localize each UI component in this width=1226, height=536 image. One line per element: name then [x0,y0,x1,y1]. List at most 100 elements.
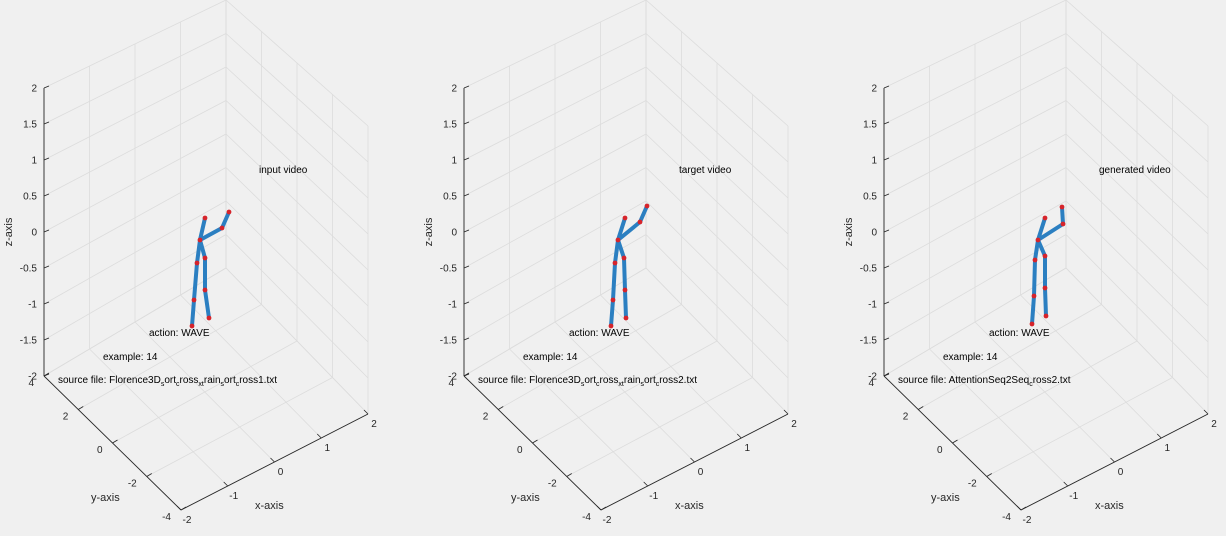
skeleton-joint [226,209,232,215]
y-tick-mark [78,406,84,410]
skeleton-joint [622,215,628,221]
y-tick-label: 0 [517,445,523,456]
skeleton-joint [610,297,616,303]
skeleton-joint [219,225,225,231]
skeleton-bone [220,210,231,230]
x-tick-label: 0 [698,467,704,478]
z-tick-label: 2 [31,84,37,95]
y-tick-mark [918,406,924,410]
y-tick-mark [566,473,572,477]
skeleton-bone [1036,216,1047,242]
x-tick-label: 2 [791,419,797,430]
skeleton-joint [202,287,208,293]
x-axis-label: x-axis [1095,500,1124,512]
skeleton-joint [1035,237,1041,243]
z-tick-mark [463,301,470,305]
floor-gridline [986,377,1173,477]
z-tick-label: -1.5 [440,336,458,347]
z-tick-label: -0.5 [440,264,458,275]
y-tick-mark [180,506,187,511]
skeleton-bone [622,256,627,292]
y-tick-mark [532,439,538,444]
z-tick-label: 1.5 [443,120,457,131]
x-tick-label: 1 [1164,443,1170,454]
x-tick-mark [176,505,182,511]
x-tick-label: -2 [183,515,192,526]
skeleton-bone [198,226,224,242]
y-tick-mark [986,473,992,477]
z-tick-label: -1 [28,300,37,311]
y-tick-label: -4 [162,512,171,523]
skeleton [608,203,650,329]
floor-gridline [78,304,262,410]
y-axis-label: y-axis [931,492,960,504]
y-tick-label: 0 [97,445,103,456]
skeleton-joint [1032,257,1038,263]
z-tick-label: 2 [451,84,457,95]
z-tick-label: -0.5 [860,264,878,275]
video-label: input video [259,165,308,176]
x-tick-label: 0 [1118,467,1124,478]
z-tick-mark [883,337,890,341]
z-tick-mark [883,157,890,161]
z-tick-mark [883,301,890,305]
example-label: example: 14 [103,352,158,363]
source-file-label: source file: AttentionSeq2Seqcross2.txt [898,375,1071,388]
x-tick-mark [363,409,369,415]
x-tick-mark [1063,481,1069,487]
skeleton-joint [637,219,643,225]
skeleton [189,209,232,329]
skeleton-bone [203,288,211,320]
x-tick-label: -1 [1069,491,1078,502]
z-tick-label: -1 [868,300,877,311]
skeleton-bone [1060,205,1065,226]
z-tick-mark [43,265,50,269]
x-tick-label: -2 [1023,515,1032,526]
x-tick-label: 1 [744,443,750,454]
skeleton-bone [198,238,207,260]
example-label: example: 14 [943,352,998,363]
z-tick-mark [43,85,50,89]
skeleton-joint [608,323,614,329]
z-axis-label: z-axis [3,217,15,246]
z-tick-mark [43,301,50,305]
z-tick-mark [463,193,470,197]
y-tick-label: -4 [1002,512,1011,523]
skeleton-joint [1029,321,1035,327]
x-tick-label: 1 [324,443,330,454]
z-axis-label: z-axis [843,217,855,246]
z-tick-label: -2 [868,372,877,383]
y-tick-mark [43,372,50,377]
z-tick-label: 1.5 [23,120,37,131]
x-tick-mark [270,457,275,463]
z-tick-label: 1 [451,156,457,167]
y-tick-mark [952,439,958,444]
y-tick-mark [463,372,470,377]
floor-gridline [952,340,1138,444]
y-tick-label: 4 [868,378,874,389]
x-tick-label: 0 [278,467,284,478]
y-tick-label: 2 [903,412,909,423]
skeleton-joint [622,287,628,293]
skeleton-joint [202,255,208,261]
z-tick-mark [883,121,890,125]
z-tick-label: -2 [28,372,37,383]
y-tick-label: -2 [968,479,977,490]
z-tick-mark [463,121,470,125]
x-tick-mark [736,433,742,439]
x-tick-mark [316,433,322,439]
skeleton-bone [616,216,627,242]
skeleton-bone [1036,238,1047,258]
skeleton-joint [615,237,621,243]
x-tick-label: 2 [1211,419,1217,430]
x-tick-mark [690,457,695,463]
y-tick-label: -2 [548,479,557,490]
x-tick-label: -2 [603,515,612,526]
skeleton-bone [638,204,649,224]
y-tick-label: 2 [63,412,69,423]
z-tick-mark [43,229,50,233]
skeleton-joint [206,315,212,321]
skeleton-bone [190,298,196,328]
